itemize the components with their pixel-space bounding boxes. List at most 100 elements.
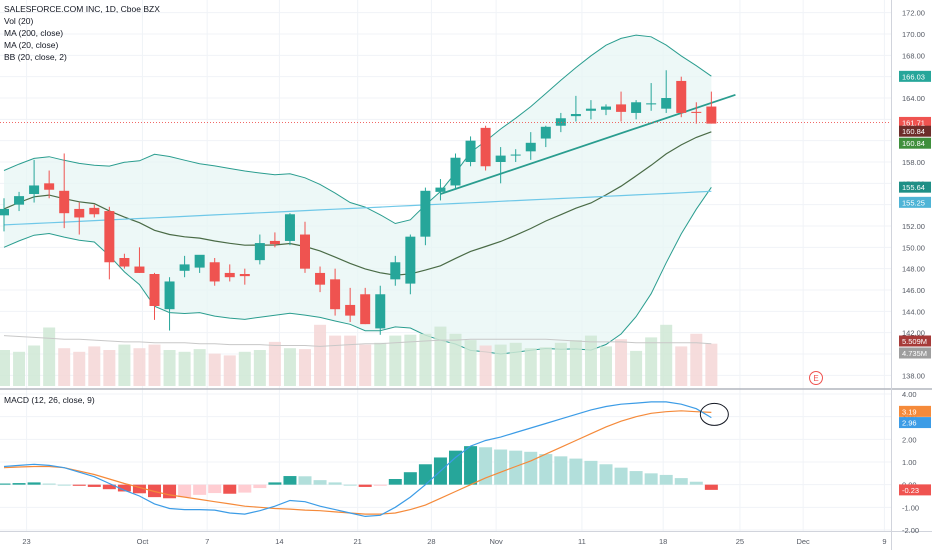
candle[interactable]	[706, 91, 717, 124]
legend-title: SALESFORCE.COM INC, 1D, Cboe BZX	[4, 4, 160, 14]
candle[interactable]	[616, 91, 627, 122]
price-tick-label: 142.00	[902, 329, 925, 338]
volume-bar	[479, 345, 492, 386]
volume-bar	[524, 348, 537, 386]
trendline[interactable]	[440, 93, 736, 195]
price-tag-label: 155.25	[902, 198, 925, 207]
candle[interactable]	[89, 204, 100, 218]
macd-tag-bg	[899, 405, 931, 417]
candle[interactable]	[194, 254, 205, 273]
candle[interactable]	[209, 258, 220, 286]
legend: SALESFORCE.COM INC, 1D, Cboe BZX Vol (20…	[4, 4, 160, 405]
price-tag-bg	[899, 181, 931, 193]
candle-body	[706, 106, 717, 124]
candle-body	[179, 264, 190, 271]
candle[interactable]	[134, 247, 145, 273]
candle-body	[480, 127, 491, 167]
candle[interactable]	[164, 277, 175, 331]
candle[interactable]	[555, 112, 566, 133]
candle[interactable]	[646, 83, 657, 111]
volume-bar	[103, 350, 116, 386]
candle[interactable]	[149, 272, 160, 320]
legend-ma200: MA (200, close)	[4, 28, 63, 38]
crossover-annotation-circle	[699, 402, 729, 426]
volume-tag-bg	[899, 335, 931, 347]
volume-bar	[690, 333, 703, 386]
candle[interactable]	[390, 255, 401, 286]
candle[interactable]	[74, 202, 85, 235]
volume-bar	[28, 345, 41, 386]
candle[interactable]	[360, 287, 371, 325]
candle[interactable]	[330, 268, 341, 316]
volume-tag-label: 5.509M	[902, 337, 927, 346]
candle[interactable]	[495, 147, 506, 184]
candle[interactable]	[104, 206, 115, 280]
macd-histogram-bar	[223, 484, 237, 494]
candle[interactable]	[585, 100, 596, 120]
candle[interactable]	[0, 198, 9, 232]
candle-body	[570, 114, 581, 117]
candle[interactable]	[540, 125, 551, 148]
candlesticks[interactable]: E	[0, 70, 891, 385]
candle[interactable]	[345, 287, 356, 322]
volume-bar	[314, 324, 327, 386]
candle[interactable]	[29, 159, 40, 203]
candle[interactable]	[420, 187, 431, 246]
candle[interactable]	[570, 95, 581, 122]
candle[interactable]	[300, 221, 310, 273]
volume-ma-line	[3, 335, 712, 347]
candle[interactable]	[119, 253, 130, 269]
candle[interactable]	[59, 153, 70, 229]
candle[interactable]	[510, 149, 521, 162]
volume-bar	[539, 347, 552, 386]
candle-body	[390, 262, 401, 280]
candle[interactable]	[239, 268, 250, 285]
volume-bar	[13, 351, 26, 386]
price-tag: 155.64	[899, 181, 931, 193]
candle-body	[29, 185, 40, 194]
candle[interactable]	[14, 191, 25, 212]
price-tick-label: 158.00	[902, 158, 925, 167]
macd-tick-label: 4.00	[902, 390, 917, 399]
candle[interactable]	[480, 125, 491, 171]
candle[interactable]	[254, 234, 265, 265]
candle[interactable]	[601, 104, 611, 116]
candle[interactable]	[661, 70, 672, 113]
volume-bar	[404, 334, 417, 386]
date-tick-label: 21	[354, 537, 362, 546]
macd-tick-label: 2.00	[902, 435, 917, 444]
candle[interactable]	[450, 153, 461, 190]
candle[interactable]	[405, 234, 416, 295]
candle[interactable]	[284, 213, 295, 246]
candle[interactable]	[315, 266, 326, 293]
volume-bar	[118, 344, 131, 386]
earnings-marker[interactable]: E	[809, 371, 823, 385]
candle[interactable]	[525, 132, 536, 160]
candle[interactable]	[179, 255, 190, 278]
volume-bar	[253, 350, 266, 386]
candle[interactable]	[631, 100, 642, 120]
volume-bar	[88, 346, 101, 386]
candle[interactable]	[676, 76, 687, 118]
candle[interactable]	[691, 102, 702, 124]
macd-histogram-bar	[208, 484, 222, 494]
candle[interactable]	[465, 136, 476, 167]
macd-tick-label: 1.00	[902, 458, 917, 467]
macd-histogram-bar	[388, 479, 402, 485]
candle[interactable]	[44, 170, 55, 199]
volume-bar	[645, 337, 658, 386]
candle[interactable]	[224, 264, 235, 282]
candle-body	[0, 208, 9, 216]
volume-bar	[148, 344, 161, 386]
macd-histogram-bar	[554, 456, 568, 485]
date-tick-label: Oct	[137, 537, 150, 546]
macd-histogram-bar	[268, 482, 282, 485]
candle[interactable]	[375, 285, 386, 335]
candle[interactable]	[435, 179, 446, 201]
candle-body	[254, 243, 265, 261]
earnings-marker-label: E	[813, 374, 818, 383]
macd-tick-label: -1.00	[902, 503, 919, 512]
price-tag-bg	[899, 116, 931, 128]
candle[interactable]	[269, 232, 280, 248]
